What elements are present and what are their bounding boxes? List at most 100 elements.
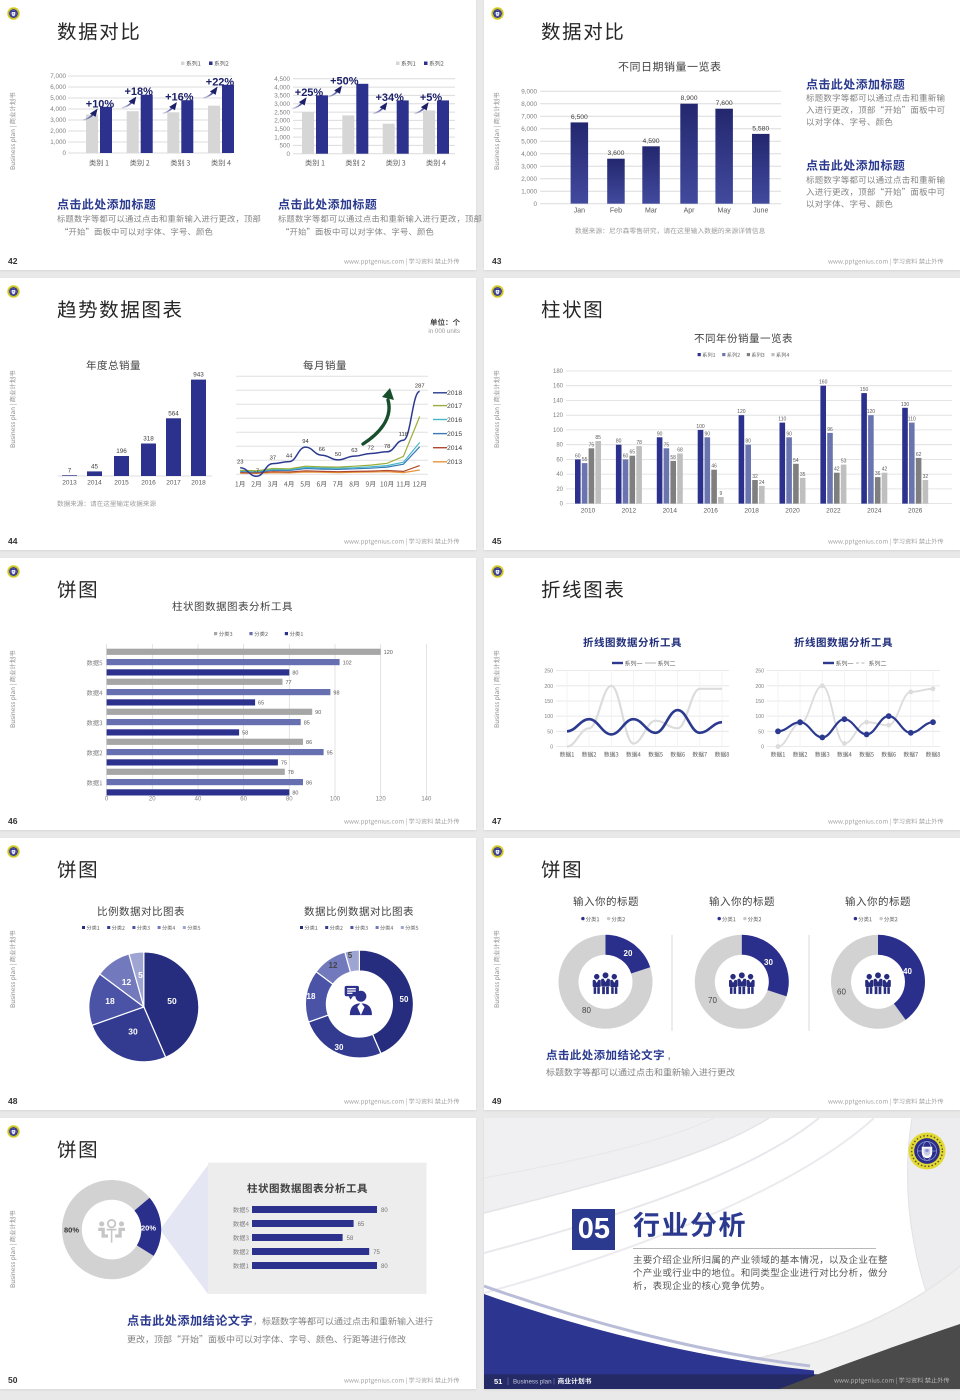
svg-text:+22%: +22% [206,76,235,88]
svg-text:8,900: 8,900 [681,95,698,102]
svg-text:120: 120 [376,797,387,803]
svg-text:60: 60 [837,988,846,997]
svg-text:1,000: 1,000 [521,188,537,195]
svg-text:32: 32 [923,474,929,480]
svg-text:60: 60 [575,453,581,459]
svg-text:287: 287 [415,383,425,389]
svg-text:110: 110 [908,417,916,423]
svg-text:Feb: Feb [610,208,622,215]
svg-text:120: 120 [384,650,393,656]
svg-text:100: 100 [696,424,705,430]
svg-text:+25%: +25% [295,87,324,99]
svg-text:110: 110 [778,417,786,423]
svg-text:23: 23 [237,460,243,466]
svg-text:46: 46 [711,464,717,470]
svg-text:51: 51 [494,1377,502,1386]
svg-text:4,000: 4,000 [521,151,537,158]
svg-text:0: 0 [761,745,764,751]
svg-text:2015: 2015 [114,480,129,487]
svg-text:86: 86 [306,740,312,746]
svg-text:4,500: 4,500 [274,76,290,83]
svg-text:60: 60 [623,453,629,459]
svg-text:100: 100 [544,714,553,720]
svg-text:3,500: 3,500 [274,93,290,100]
svg-text:4,000: 4,000 [274,84,290,91]
svg-text:120: 120 [867,409,876,415]
svg-text:Jan: Jan [574,208,585,215]
svg-text:75: 75 [281,761,287,767]
svg-text:7: 7 [68,467,72,474]
svg-text:58: 58 [670,455,676,461]
svg-text:50: 50 [335,452,341,458]
svg-text:9: 9 [720,491,723,497]
svg-text:80: 80 [381,1264,388,1270]
svg-text:2013: 2013 [62,480,77,487]
svg-text:62: 62 [916,452,922,458]
svg-text:80: 80 [616,439,622,445]
svg-text:120: 120 [737,409,746,415]
svg-text:250: 250 [544,669,553,675]
svg-text:2010: 2010 [581,508,596,515]
svg-text:2,000: 2,000 [274,118,290,125]
svg-text:Mar: Mar [645,208,658,215]
svg-text:90: 90 [705,431,711,437]
svg-text:63: 63 [351,448,357,454]
svg-text:45: 45 [91,463,99,470]
svg-text:1,500: 1,500 [274,126,290,133]
svg-text:3,600: 3,600 [607,150,624,157]
svg-text:2018: 2018 [744,508,759,515]
svg-text:100: 100 [553,428,564,434]
svg-text:65: 65 [630,450,636,456]
svg-text:40: 40 [195,797,202,803]
svg-text:35: 35 [800,472,806,478]
svg-text:2022: 2022 [826,508,841,515]
svg-text:50: 50 [167,996,177,1006]
svg-text:68: 68 [677,448,683,454]
svg-text:78: 78 [384,444,390,450]
svg-text:2024: 2024 [867,508,882,515]
svg-text:140: 140 [421,797,432,803]
svg-text:50: 50 [547,729,553,735]
svg-text:72: 72 [368,445,374,451]
svg-text:20: 20 [624,949,633,958]
svg-text:Business plan: Business plan [513,1379,552,1386]
svg-text:42: 42 [882,467,888,473]
svg-text:53: 53 [841,459,847,465]
svg-text:58: 58 [242,731,248,737]
svg-text:2014: 2014 [447,445,462,452]
svg-text:95: 95 [327,750,333,756]
svg-text:318: 318 [143,435,154,442]
svg-text:150: 150 [755,699,764,705]
svg-text:120: 120 [553,413,564,419]
svg-text:80: 80 [556,443,563,449]
svg-text:0: 0 [560,502,564,508]
svg-text:32: 32 [752,474,758,480]
svg-text:12: 12 [122,977,132,987]
svg-text:2,000: 2,000 [50,128,66,135]
svg-text:4,000: 4,000 [50,106,66,113]
svg-text:58: 58 [347,1236,354,1242]
svg-text:+10%: +10% [86,98,115,110]
svg-text:94: 94 [302,439,309,445]
svg-text:130: 130 [901,402,910,408]
svg-text:20: 20 [149,797,156,803]
svg-text:65: 65 [358,1222,365,1228]
svg-text:+18%: +18% [124,86,153,98]
svg-text:55: 55 [582,457,588,463]
svg-text:80: 80 [286,797,293,803]
svg-text:90: 90 [315,710,321,716]
svg-text:30: 30 [764,958,773,967]
svg-text:78: 78 [288,770,294,776]
svg-text:75: 75 [589,442,595,448]
svg-text:-7: -7 [254,468,259,474]
svg-text:24: 24 [759,480,765,486]
svg-text:90: 90 [657,431,663,437]
svg-text:180: 180 [553,369,564,375]
svg-text:2012: 2012 [622,508,637,515]
svg-text:60: 60 [240,797,247,803]
svg-text:2018: 2018 [447,390,462,397]
svg-text:500: 500 [279,143,290,150]
svg-text:3,000: 3,000 [521,163,537,170]
svg-text:54: 54 [793,458,799,464]
svg-text:37: 37 [270,456,276,462]
